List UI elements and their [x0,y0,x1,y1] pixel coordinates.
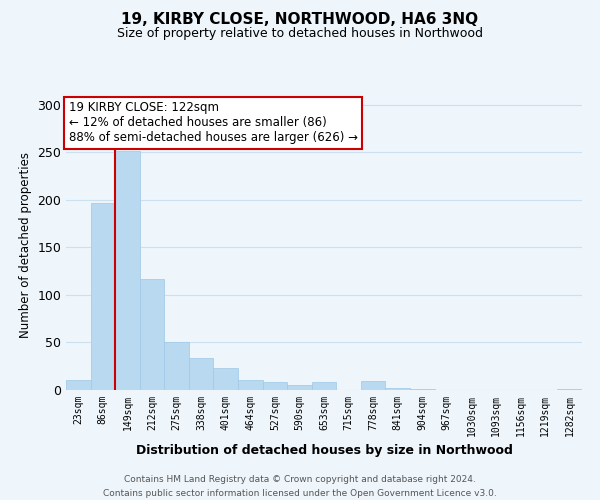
Bar [287,385,312,390]
Bar [66,380,91,390]
Bar [557,389,582,390]
Bar [189,358,214,390]
Bar [238,380,263,390]
Bar [91,202,115,390]
Bar [140,279,164,390]
Bar [263,382,287,390]
Text: Size of property relative to detached houses in Northwood: Size of property relative to detached ho… [117,28,483,40]
Bar [312,382,336,390]
Y-axis label: Number of detached properties: Number of detached properties [19,152,32,338]
Text: 19, KIRBY CLOSE, NORTHWOOD, HA6 3NQ: 19, KIRBY CLOSE, NORTHWOOD, HA6 3NQ [121,12,479,28]
Bar [410,389,434,390]
Bar [115,152,140,390]
Bar [214,368,238,390]
Text: 19 KIRBY CLOSE: 122sqm
← 12% of detached houses are smaller (86)
88% of semi-det: 19 KIRBY CLOSE: 122sqm ← 12% of detached… [68,102,358,144]
Bar [164,342,189,390]
Bar [361,382,385,390]
Bar [385,388,410,390]
Text: Contains HM Land Registry data © Crown copyright and database right 2024.
Contai: Contains HM Land Registry data © Crown c… [103,476,497,498]
X-axis label: Distribution of detached houses by size in Northwood: Distribution of detached houses by size … [136,444,512,458]
